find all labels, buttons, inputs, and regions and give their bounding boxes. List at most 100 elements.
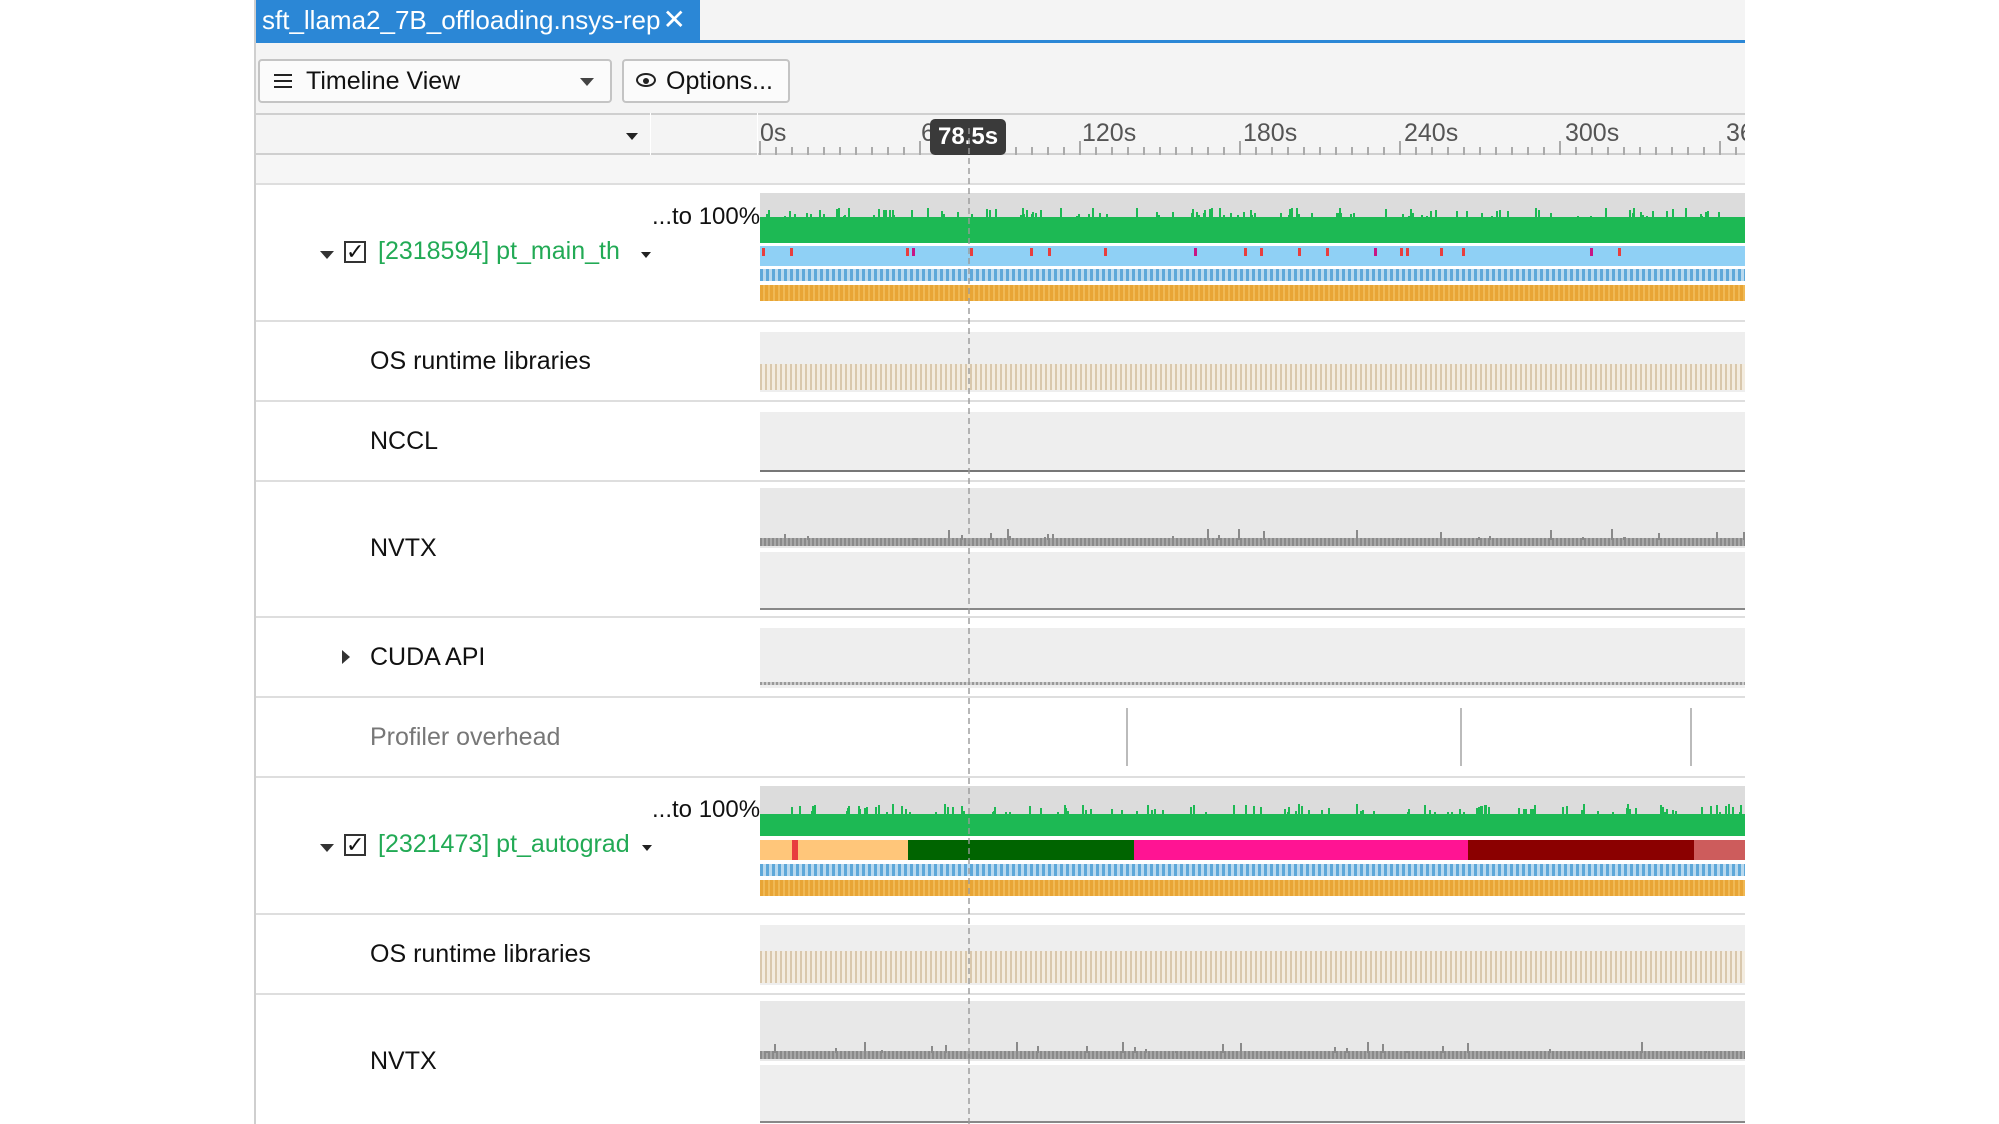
thread-state-mark — [1440, 248, 1443, 256]
activity-spike — [1550, 213, 1552, 219]
activity-spike — [838, 208, 840, 219]
thread-row-2[interactable]: ✓ [2321473] pt_autograd ...to 100% — [256, 778, 1745, 915]
os-runtime-row-2[interactable]: OS runtime libraries — [256, 915, 1745, 995]
chevron-down-icon[interactable] — [626, 133, 638, 140]
activity-spike — [811, 811, 813, 814]
activity-spike — [1145, 1049, 1147, 1053]
cpu-usage-spikes — [766, 208, 1720, 219]
expand-icon[interactable] — [342, 650, 350, 664]
thread-1-checkbox[interactable]: ✓ — [344, 239, 366, 264]
cuda-api-row[interactable]: CUDA API — [256, 618, 1745, 698]
activity-spike — [1476, 808, 1478, 814]
activity-spike — [1076, 216, 1078, 219]
activity-spike — [1156, 212, 1158, 219]
os-runtime-bar — [760, 951, 1745, 983]
activity-spike — [1360, 811, 1362, 814]
activity-spike — [1005, 812, 1007, 814]
activity-spike — [1090, 809, 1092, 814]
nvtx-spikes — [766, 1042, 1707, 1053]
nvtx-spikes — [784, 529, 1745, 540]
profiler-overhead-row[interactable]: Profiler overhead — [256, 698, 1745, 778]
thread-2-checkbox[interactable]: ✓ — [344, 832, 366, 857]
report-tab[interactable]: sft_llama2_7B_offloading.nsys-rep ✕ — [256, 0, 700, 40]
activity-spike — [1085, 217, 1087, 219]
activity-spike — [789, 211, 791, 219]
activity-spike — [1740, 805, 1742, 814]
nvtx-row-1[interactable]: NVTX — [256, 482, 1745, 618]
collapse-icon[interactable] — [320, 251, 334, 259]
options-button[interactable]: Options... — [622, 59, 790, 103]
activity-spike — [1507, 211, 1509, 219]
activity-spike — [926, 217, 928, 219]
activity-spike — [848, 806, 850, 814]
activity-spike — [1099, 215, 1101, 219]
activity-spike — [844, 215, 846, 219]
activity-spike — [1007, 529, 1009, 540]
activity-spike — [905, 809, 907, 814]
sampling-bar — [760, 285, 1745, 301]
activity-spike — [1306, 217, 1308, 219]
activity-spike — [1408, 809, 1410, 814]
activity-spike — [1600, 1051, 1602, 1053]
activity-spike — [1151, 810, 1153, 814]
segment-dark-green[interactable] — [908, 840, 1134, 860]
thread-row-1[interactable]: ✓ [2318594] pt_main_th ...to 100% — [256, 185, 1745, 322]
activity-spike — [1106, 214, 1108, 219]
activity-spike — [1172, 212, 1174, 219]
segment-light-orange[interactable] — [760, 840, 908, 860]
activity-spike — [1040, 210, 1042, 219]
activity-spike — [941, 211, 943, 219]
profiler-overhead-track[interactable] — [760, 708, 1745, 768]
segment-marker — [792, 840, 798, 860]
activity-spike — [927, 208, 929, 219]
collapse-icon[interactable] — [320, 844, 334, 852]
segment-dark-red[interactable] — [1468, 840, 1694, 860]
activity-spike — [1646, 216, 1648, 219]
activity-spike — [1456, 211, 1458, 219]
nvtx-track-2[interactable] — [760, 1001, 1745, 1124]
activity-spike — [1700, 214, 1702, 219]
row-header-filter[interactable] — [256, 113, 650, 155]
activity-spike — [1298, 804, 1300, 814]
activity-spike — [1204, 210, 1206, 219]
activity-spike — [1406, 1051, 1408, 1053]
chevron-down-icon[interactable] — [641, 252, 651, 258]
nvtx-lane-bottom — [760, 1065, 1745, 1123]
activity-spike — [1412, 213, 1414, 219]
cuda-api-track[interactable] — [760, 628, 1745, 688]
overhead-mark — [1126, 708, 1128, 766]
chevron-down-icon[interactable] — [642, 845, 652, 851]
segment-rose[interactable] — [1694, 840, 1745, 860]
nvtx-row-2[interactable]: NVTX — [256, 995, 1745, 1124]
activity-spike — [1230, 213, 1232, 219]
view-selector-dropdown[interactable]: Timeline View — [258, 59, 612, 103]
activity-spike — [1373, 811, 1375, 814]
activity-spike — [901, 806, 903, 814]
timeline-ruler[interactable]: 0s60s120s180s240s300s360s 78.5s — [758, 113, 1745, 155]
nccl-track[interactable] — [760, 412, 1745, 472]
activity-spike — [1047, 534, 1049, 540]
os-runtime-track-1[interactable] — [760, 332, 1745, 392]
activity-spike — [1440, 532, 1442, 540]
thread-2-track[interactable] — [760, 786, 1745, 908]
activity-spike — [1190, 807, 1192, 814]
thread-1-track[interactable] — [760, 193, 1745, 315]
activity-spike — [875, 807, 877, 814]
activity-spike — [866, 807, 868, 814]
activity-spike — [1111, 809, 1113, 814]
activity-spike — [1044, 537, 1046, 540]
activity-spike — [1597, 811, 1599, 814]
os-runtime-track-2[interactable] — [760, 925, 1745, 985]
activity-spike — [922, 217, 924, 219]
activity-spike — [1052, 534, 1054, 540]
close-icon[interactable]: ✕ — [662, 4, 686, 35]
activity-spike — [1088, 214, 1090, 219]
nccl-row[interactable]: NCCL — [256, 402, 1745, 482]
os-runtime-row-1[interactable]: OS runtime libraries — [256, 322, 1745, 402]
activity-spike — [1467, 1043, 1469, 1053]
activity-spike — [1240, 1043, 1242, 1053]
segment-magenta[interactable] — [1134, 840, 1468, 860]
nvtx-track-1[interactable] — [760, 488, 1745, 612]
activity-spike — [1408, 216, 1410, 219]
activity-spike — [1642, 215, 1644, 219]
